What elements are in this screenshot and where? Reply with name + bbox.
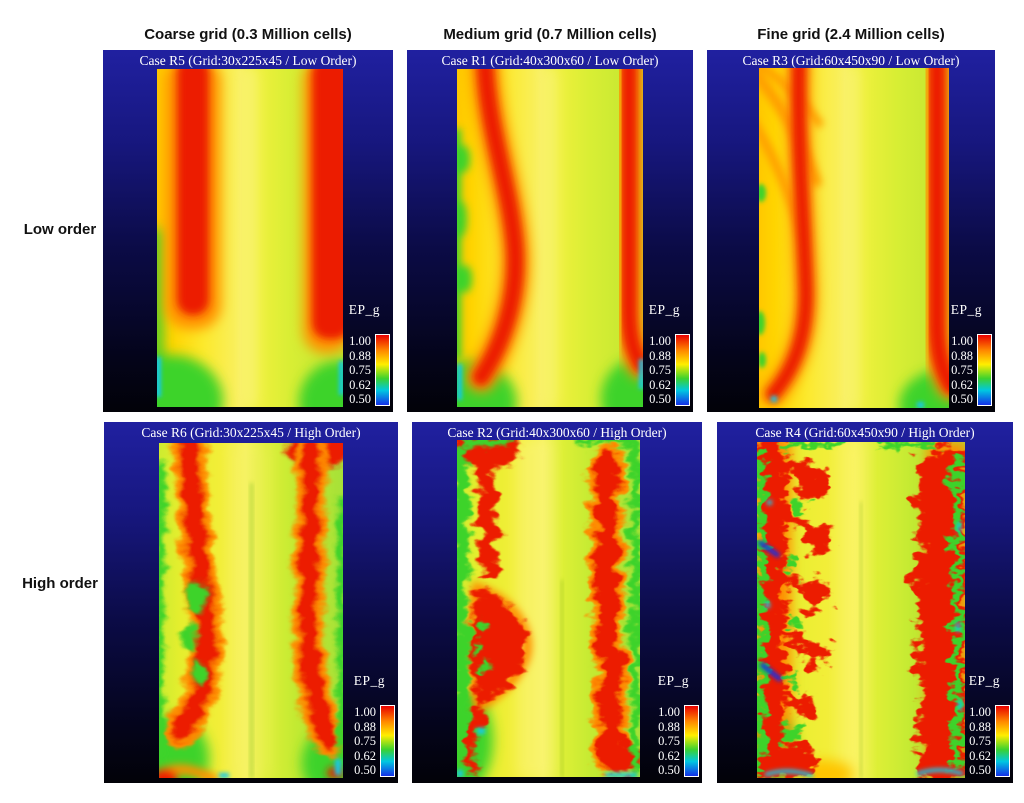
colorbar-tick: 0.62 bbox=[354, 748, 376, 763]
panel-title-r2: Case R2 (Grid:40x300x60 / High Order) bbox=[447, 425, 667, 440]
colorbar-tick: 0.50 bbox=[951, 392, 973, 406]
colorbar-tick: 0.88 bbox=[658, 719, 680, 734]
colorbar-gradient bbox=[684, 705, 699, 777]
colorbar-tick: 0.50 bbox=[969, 763, 991, 777]
panel-title-r5: Case R5 (Grid:30x225x45 / Low Order) bbox=[139, 53, 357, 68]
colorbar-tick: 0.50 bbox=[649, 392, 671, 406]
colorbar-ticks: 1.00 0.88 0.75 0.62 0.50 bbox=[658, 705, 684, 777]
colorbar-tick: 1.00 bbox=[349, 334, 371, 348]
colorbar-tick: 0.88 bbox=[354, 719, 376, 734]
panel-case-r3: Case R3 (Grid:60x450x90 / Low Order) EP_… bbox=[707, 50, 995, 412]
colorbar-tick: 0.50 bbox=[658, 763, 680, 777]
contour-plot-r4 bbox=[717, 422, 1013, 783]
colorbar-tick: 0.75 bbox=[951, 363, 973, 377]
colorbar-r5: EP_g 1.00 0.88 0.75 0.62 0.50 bbox=[349, 302, 390, 406]
colorbar-tick: 0.62 bbox=[658, 748, 680, 763]
colorbar-tick: 0.75 bbox=[354, 734, 376, 748]
column-header-coarse-grid: Coarse grid (0.3 Million cells) bbox=[144, 26, 352, 43]
colorbar-ticks: 1.00 0.88 0.75 0.62 0.50 bbox=[969, 705, 995, 777]
panel-title-r3: Case R3 (Grid:60x450x90 / Low Order) bbox=[742, 53, 960, 68]
colorbar-r3: EP_g 1.00 0.88 0.75 0.62 0.50 bbox=[951, 302, 992, 406]
colorbar-gradient bbox=[375, 334, 390, 406]
colorbar-label: EP_g bbox=[648, 302, 680, 317]
colorbar-gradient bbox=[977, 334, 992, 406]
panel-case-r4: Case R4 (Grid:60x450x90 / High Order) EP… bbox=[717, 422, 1013, 783]
colorbar-gradient bbox=[380, 705, 395, 777]
colorbar-gradient bbox=[675, 334, 690, 406]
colorbar-tick: 0.75 bbox=[649, 363, 671, 377]
contour-plot-r3 bbox=[707, 50, 995, 412]
colorbar-tick: 1.00 bbox=[658, 705, 680, 719]
panel-case-r5: Case R5 (Grid:30x225x45 / Low Order) EP_… bbox=[103, 50, 393, 412]
colorbar-tick: 0.88 bbox=[951, 348, 973, 363]
colorbar-ticks: 1.00 0.88 0.75 0.62 0.50 bbox=[349, 334, 375, 406]
panel-case-r1: Case R1 (Grid:40x300x60 / Low Order) EP_… bbox=[407, 50, 693, 412]
colorbar-label: EP_g bbox=[968, 673, 1000, 688]
colorbar-tick: 1.00 bbox=[354, 705, 376, 719]
colorbar-r6: EP_g 1.00 0.88 0.75 0.62 0.50 bbox=[354, 673, 395, 777]
colorbar-label: EP_g bbox=[950, 302, 982, 317]
row-label-high-order: High order bbox=[22, 575, 98, 592]
colorbar-tick: 0.75 bbox=[349, 363, 371, 377]
contour-plot-r1 bbox=[407, 50, 693, 412]
colorbar-label: EP_g bbox=[353, 673, 385, 688]
colorbar-label: EP_g bbox=[657, 673, 689, 688]
colorbar-tick: 1.00 bbox=[969, 705, 991, 719]
column-header-medium-grid: Medium grid (0.7 Million cells) bbox=[443, 26, 657, 43]
colorbar-tick: 0.62 bbox=[969, 748, 991, 763]
panel-title-r1: Case R1 (Grid:40x300x60 / Low Order) bbox=[441, 53, 659, 68]
colorbar-tick: 0.88 bbox=[349, 348, 371, 363]
panel-case-r6: Case R6 (Grid:30x225x45 / High Order) EP… bbox=[104, 422, 398, 783]
colorbar-tick: 0.50 bbox=[354, 763, 376, 777]
colorbar-ticks: 1.00 0.88 0.75 0.62 0.50 bbox=[951, 334, 977, 406]
colorbar-tick: 0.62 bbox=[649, 377, 671, 392]
row-label-low-order: Low order bbox=[23, 221, 97, 238]
contour-plot-r5 bbox=[103, 50, 393, 412]
panel-title-r4: Case R4 (Grid:60x450x90 / High Order) bbox=[755, 425, 975, 440]
colorbar-label: EP_g bbox=[348, 302, 380, 317]
colorbar-r1: EP_g 1.00 0.88 0.75 0.62 0.50 bbox=[649, 302, 690, 406]
colorbar-ticks: 1.00 0.88 0.75 0.62 0.50 bbox=[354, 705, 380, 777]
colorbar-tick: 0.75 bbox=[658, 734, 680, 748]
colorbar-tick: 1.00 bbox=[951, 334, 973, 348]
colorbar-tick: 0.75 bbox=[969, 734, 991, 748]
colorbar-tick: 0.88 bbox=[649, 348, 671, 363]
panel-case-r2: Case R2 (Grid:40x300x60 / High Order) EP… bbox=[412, 422, 702, 783]
colorbar-r4: EP_g 1.00 0.88 0.75 0.62 0.50 bbox=[969, 673, 1010, 777]
contour-plot-r6 bbox=[104, 422, 398, 783]
contour-plot-r2 bbox=[412, 422, 702, 783]
colorbar-gradient bbox=[995, 705, 1010, 777]
colorbar-ticks: 1.00 0.88 0.75 0.62 0.50 bbox=[649, 334, 675, 406]
panel-title-r6: Case R6 (Grid:30x225x45 / High Order) bbox=[141, 425, 361, 440]
colorbar-tick: 1.00 bbox=[649, 334, 671, 348]
colorbar-tick: 0.88 bbox=[969, 719, 991, 734]
colorbar-tick: 0.50 bbox=[349, 392, 371, 406]
colorbar-tick: 0.62 bbox=[951, 377, 973, 392]
colorbar-r2: EP_g 1.00 0.88 0.75 0.62 0.50 bbox=[658, 673, 699, 777]
column-header-fine-grid: Fine grid (2.4 Million cells) bbox=[757, 26, 945, 43]
colorbar-tick: 0.62 bbox=[349, 377, 371, 392]
